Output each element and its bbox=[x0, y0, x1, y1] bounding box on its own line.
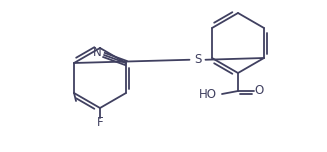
Text: O: O bbox=[254, 85, 264, 97]
Text: HO: HO bbox=[199, 88, 217, 100]
Text: S: S bbox=[194, 53, 201, 66]
Text: N: N bbox=[93, 45, 101, 59]
Text: F: F bbox=[97, 116, 103, 128]
